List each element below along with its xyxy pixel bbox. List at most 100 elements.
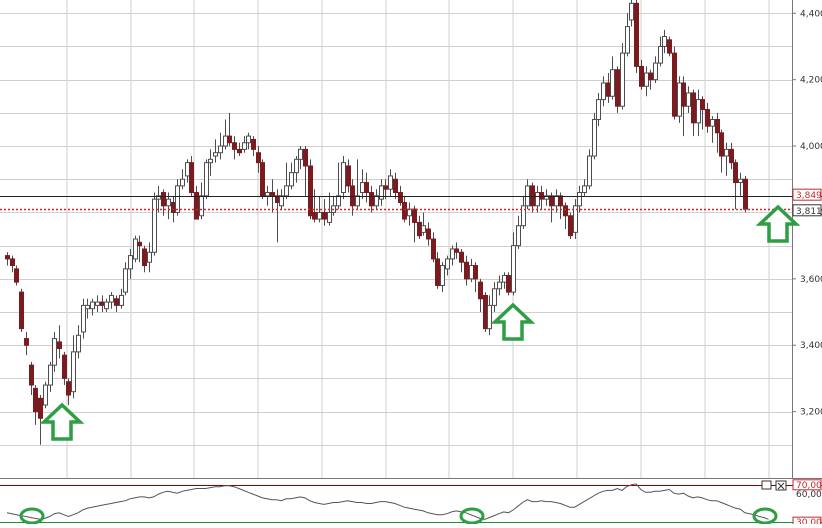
candle-body — [360, 182, 365, 194]
candle — [133, 235, 138, 263]
candle — [719, 129, 724, 173]
candle-body — [10, 258, 15, 267]
candle-body — [383, 185, 388, 190]
candle-body — [610, 69, 615, 97]
candle-body — [76, 334, 81, 353]
candle — [100, 295, 105, 313]
candle-body — [336, 195, 341, 207]
candle-body — [256, 152, 261, 164]
candle — [445, 255, 450, 276]
candle-body — [133, 238, 138, 260]
candle-body — [38, 397, 43, 419]
candle — [587, 149, 592, 190]
candle-body — [355, 195, 360, 207]
candle-body — [294, 158, 299, 174]
candle — [147, 242, 152, 273]
indicator-tick-label: 30,00 — [796, 518, 822, 524]
candle-body — [251, 138, 256, 150]
candle — [81, 298, 86, 339]
candle — [487, 295, 492, 336]
candle-body — [435, 258, 440, 286]
candle — [454, 242, 459, 259]
candle-body — [454, 248, 459, 253]
candle — [208, 149, 213, 176]
candle-body — [24, 338, 29, 346]
candle-body — [175, 185, 180, 213]
candle — [275, 189, 280, 243]
candle — [303, 146, 308, 196]
candle-body — [185, 162, 190, 177]
up-arrow-icon — [39, 402, 85, 441]
candle — [653, 56, 658, 83]
ref-label: 3,811 — [796, 207, 822, 217]
y-tick-label: 3,200 — [800, 408, 822, 418]
candle-body — [194, 192, 199, 220]
y-tick-label: 3,600 — [800, 275, 822, 285]
candle — [156, 185, 161, 213]
candle-body — [648, 72, 653, 81]
indicator-tick-label: 70,00 — [796, 481, 822, 491]
window-icon-cross-b — [777, 482, 785, 490]
indicator-tick-label: 60,00 — [796, 490, 822, 500]
candle-body — [412, 208, 417, 223]
candle-body — [724, 148, 729, 157]
candle-body — [66, 381, 71, 396]
candle — [279, 189, 284, 210]
candle-body — [232, 142, 237, 150]
candle — [710, 116, 715, 143]
candle-body — [312, 211, 317, 220]
candle-body — [473, 265, 478, 280]
candle — [331, 195, 336, 216]
candle-body — [265, 192, 270, 197]
candle — [237, 142, 242, 157]
candle-body — [539, 192, 544, 200]
candle-body — [592, 119, 597, 157]
candle-body — [5, 255, 10, 260]
candle — [95, 295, 100, 313]
candle-body — [85, 304, 90, 310]
candle-body — [492, 288, 497, 306]
candle — [733, 159, 738, 210]
candle — [298, 146, 303, 170]
candle-body — [625, 26, 630, 54]
candle — [743, 175, 748, 213]
y-tick-label: 3,400 — [800, 341, 822, 351]
candle-body — [109, 294, 114, 303]
candle-body — [242, 142, 247, 150]
candle-body — [152, 198, 157, 253]
candle-body — [14, 268, 19, 283]
candle — [691, 89, 696, 137]
candle-body — [308, 165, 313, 217]
candle-body — [227, 135, 232, 144]
candle-body — [279, 195, 284, 207]
candle — [473, 262, 478, 293]
candle-body — [95, 301, 100, 306]
candle-body — [327, 211, 332, 223]
candle — [464, 255, 469, 286]
candle — [459, 248, 464, 273]
candle-body — [577, 192, 582, 207]
window-icon-frame — [761, 480, 772, 490]
candle-body — [156, 195, 161, 200]
candle-body — [535, 192, 540, 207]
candle — [696, 89, 701, 137]
candle-body — [379, 185, 384, 200]
candle-body — [478, 281, 483, 300]
candle — [308, 159, 313, 220]
candle — [336, 162, 341, 210]
candle — [38, 395, 43, 445]
candle-body — [171, 201, 176, 213]
candle — [242, 136, 247, 153]
candle-body — [710, 119, 715, 127]
candle — [417, 215, 422, 239]
candle-body — [48, 364, 53, 386]
candle-body — [563, 205, 568, 217]
candle-body — [487, 304, 492, 330]
candle-body — [601, 82, 606, 101]
candle-body — [554, 195, 559, 207]
candle — [435, 252, 440, 289]
candle — [85, 298, 90, 319]
candle-body — [421, 225, 426, 233]
candle — [705, 102, 710, 133]
